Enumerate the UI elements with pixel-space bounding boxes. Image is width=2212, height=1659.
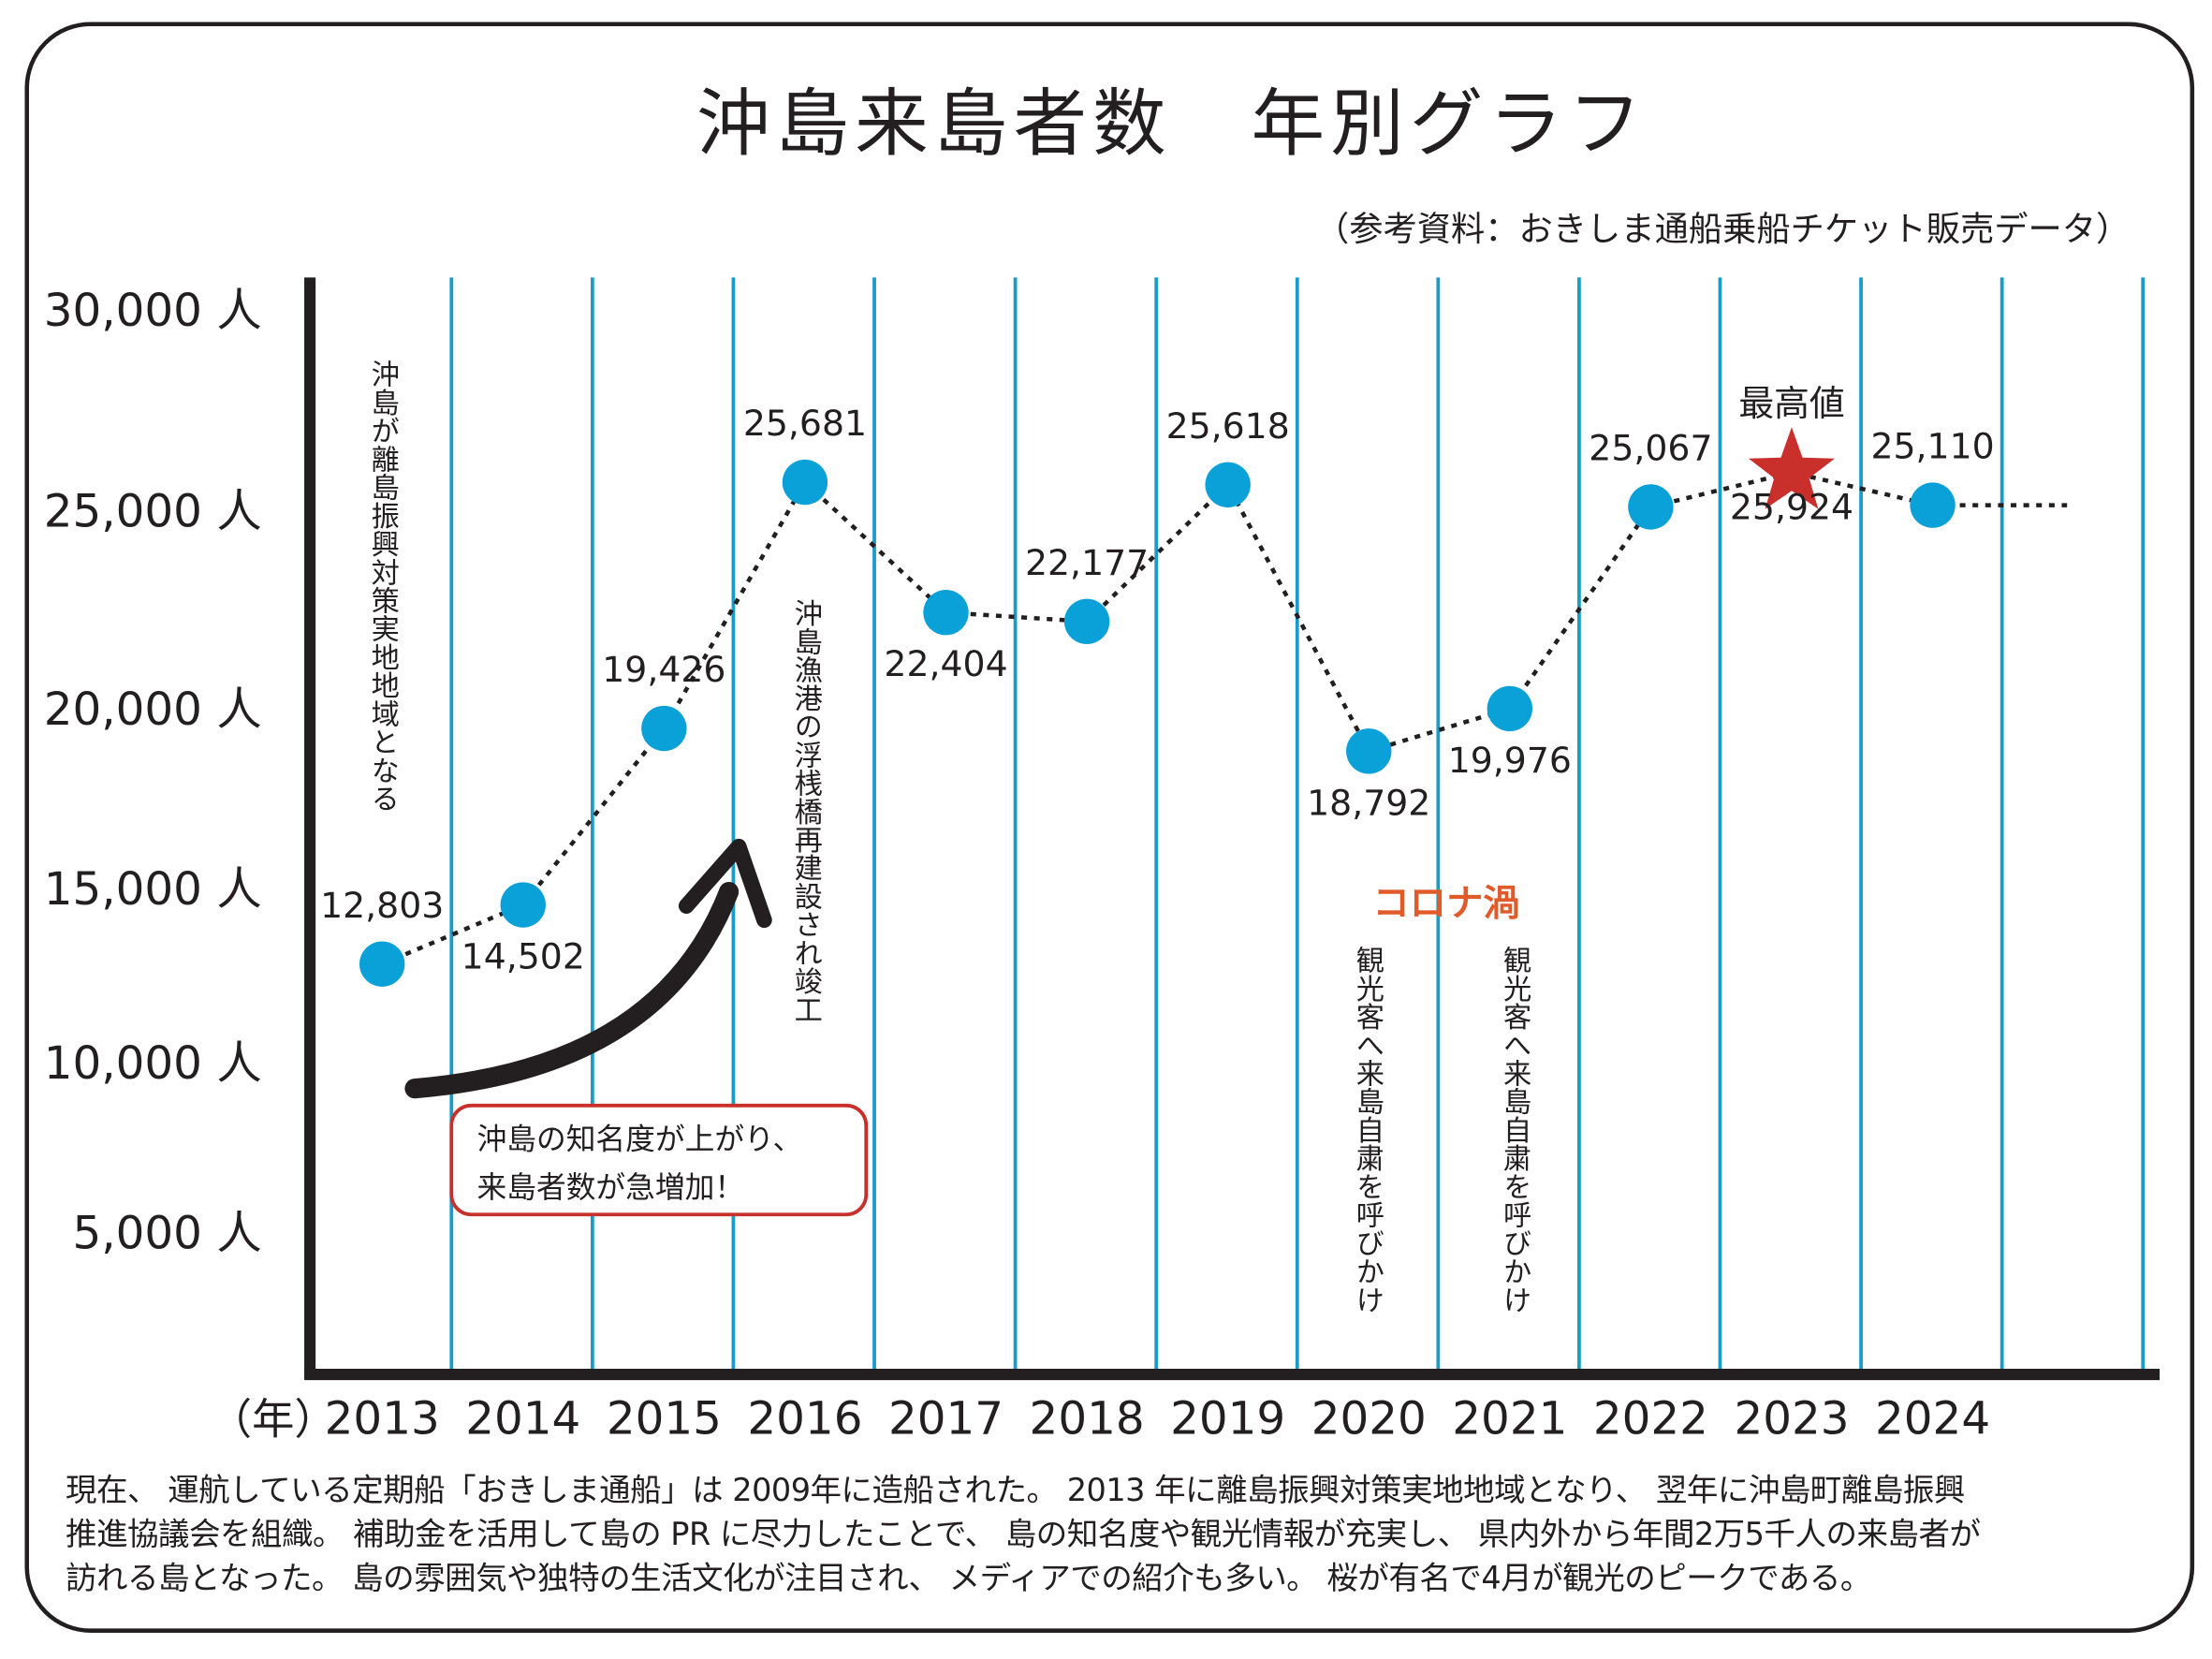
data-point	[359, 941, 405, 987]
x-tick-label: 2015	[607, 1393, 722, 1446]
callout-line-2: 来島者数が急増加！	[476, 1171, 744, 1205]
data-point	[1910, 482, 1956, 528]
data-label: 25,924	[1730, 487, 1853, 528]
card-border	[24, 22, 2195, 1633]
y-tick-label: 25,000 人	[44, 485, 262, 537]
data-point	[1205, 462, 1251, 507]
data-label: 12,803	[320, 885, 444, 926]
callout-box	[449, 1103, 869, 1217]
data-label: 18,792	[1307, 782, 1430, 823]
x-tick-label: 2022	[1593, 1393, 1708, 1446]
description-line: 推進協議会を組織。 補助金を活用して島の PR に尽力したことで、 島の知名度や…	[66, 1516, 1981, 1552]
data-label: 25,110	[1870, 426, 1994, 467]
data-label: 19,426	[602, 649, 725, 690]
growth-arrow-head	[678, 838, 772, 929]
peak-label: 最高値	[1738, 383, 1844, 424]
y-tick-label: 5,000 人	[73, 1208, 262, 1260]
x-tick-label: 2017	[888, 1393, 1003, 1446]
description-line: 訪れる島となった。 島の雰囲気や独特の生活文化が注目され、 メディアでの紹介も多…	[66, 1560, 1871, 1596]
description-line: 現在、 運航している定期船「おきしま通船」は 2009年に造船された。 2013…	[66, 1472, 1965, 1508]
x-tick-label: 2020	[1311, 1393, 1427, 1446]
annotation-2013: 沖島が離島振興対策実地地域となる	[366, 360, 400, 813]
growth-arrow	[404, 881, 740, 1099]
data-point	[1628, 484, 1674, 530]
data-label: 22,404	[884, 643, 1007, 684]
data-point	[1487, 685, 1533, 732]
x-tick-label: 2024	[1875, 1393, 1990, 1446]
data-label: 25,618	[1166, 405, 1290, 447]
y-tick-label: 10,000 人	[44, 1037, 262, 1090]
data-point	[1063, 598, 1110, 645]
data-point	[500, 882, 546, 928]
data-point	[782, 459, 828, 506]
x-tick-label: 2016	[747, 1393, 862, 1446]
annotation-2020: 観光客へ来島自粛を呼びかけ	[1351, 946, 1384, 1314]
y-tick-label: 20,000 人	[44, 683, 262, 736]
x-tick-label: 2018	[1030, 1393, 1145, 1446]
x-axis-unit: （年）	[210, 1395, 337, 1445]
data-label: 19,976	[1448, 740, 1572, 781]
y-tick-label: 15,000 人	[44, 863, 262, 916]
source-note: （参考資料：おきしま通船乗船チケット販売データ）	[1315, 209, 2130, 249]
data-label: 25,681	[743, 403, 867, 444]
annotation-covid: コロナ渦	[1373, 883, 1520, 925]
callout-line-1: 沖島の知名度が上がり、	[476, 1123, 802, 1157]
x-tick-label: 2014	[465, 1393, 580, 1446]
description-paragraph: 現在、 運航している定期船「おきしま通船」は 2009年に造船された。 2013…	[66, 1468, 2162, 1600]
annotation-2021: 観光客へ来島自粛を呼びかけ	[1498, 946, 1531, 1314]
chart-title: 沖島来島者数 年別グラフ	[696, 81, 1648, 167]
data-point	[641, 705, 687, 752]
data-label: 22,177	[1025, 542, 1149, 583]
x-tick-label: 2013	[325, 1393, 440, 1446]
data-point	[1346, 728, 1392, 774]
data-point	[923, 590, 969, 636]
data-label: 14,502	[461, 936, 585, 977]
x-tick-label: 2021	[1452, 1393, 1567, 1446]
data-label: 25,067	[1589, 428, 1712, 469]
x-tick-label: 2023	[1734, 1393, 1849, 1446]
annotation-2016: 沖島漁港の浮桟橋再建設され竣工	[789, 598, 823, 1023]
peak-star-marker	[1748, 427, 1835, 509]
y-tick-label: 30,000 人	[44, 285, 262, 337]
x-tick-label: 2019	[1170, 1393, 1285, 1446]
